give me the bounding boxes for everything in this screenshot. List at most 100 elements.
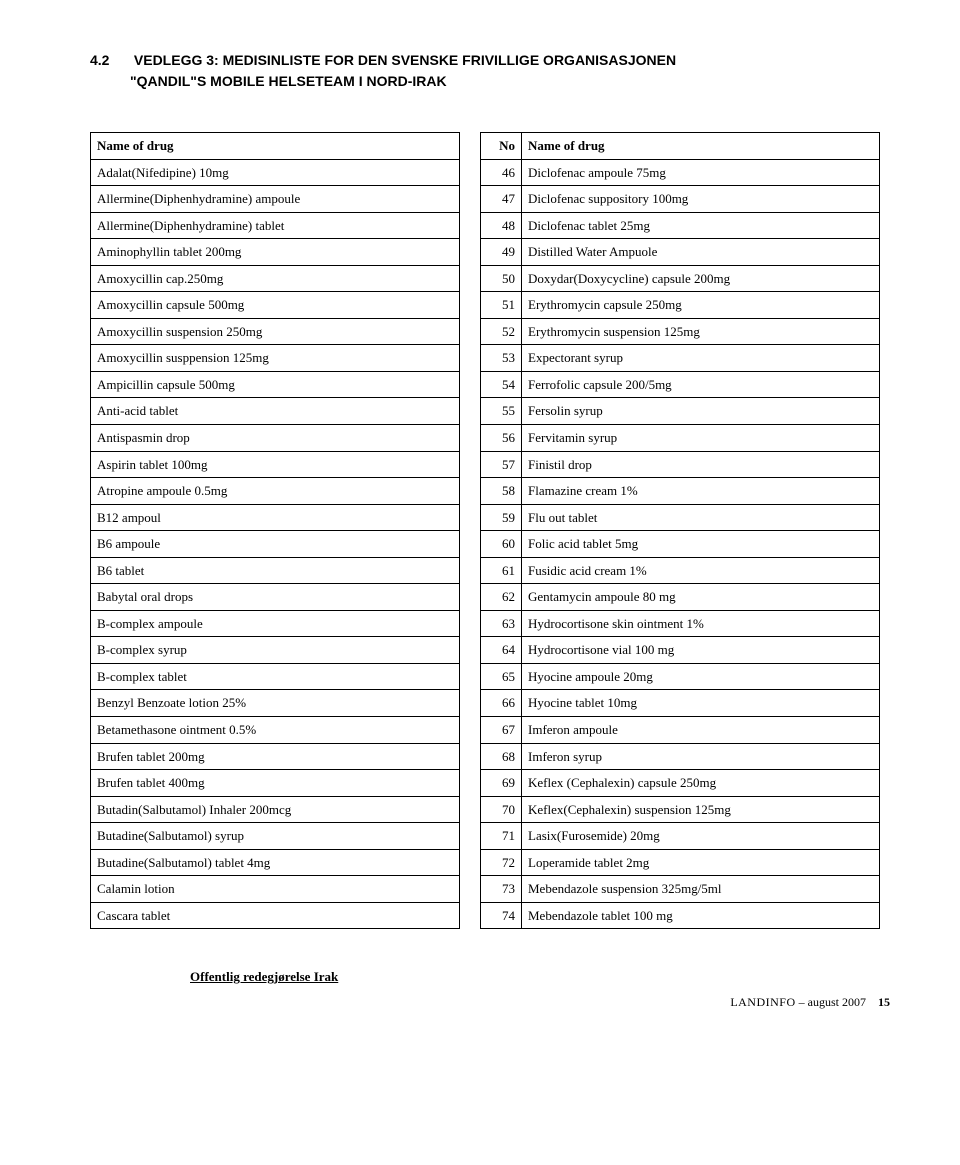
drug-name-cell: B6 ampoule xyxy=(91,531,460,558)
drug-no-cell: 56 xyxy=(481,425,522,452)
table-row: 70Keflex(Cephalexin) suspension 125mg xyxy=(481,796,880,823)
table-row: 57Finistil drop xyxy=(481,451,880,478)
page-footer: LANDINFO – august 2007 15 xyxy=(90,995,900,1010)
drug-name-cell: Amoxycillin susppension 125mg xyxy=(91,345,460,372)
drug-no-cell: 70 xyxy=(481,796,522,823)
table-row: Calamin lotion xyxy=(91,876,460,903)
drug-name-cell: Flamazine cream 1% xyxy=(522,478,880,505)
drug-no-cell: 49 xyxy=(481,239,522,266)
table-row: 47Diclofenac suppository 100mg xyxy=(481,186,880,213)
table-row: Atropine ampoule 0.5mg xyxy=(91,478,460,505)
drug-name-cell: Atropine ampoule 0.5mg xyxy=(91,478,460,505)
drug-name-cell: Benzyl Benzoate lotion 25% xyxy=(91,690,460,717)
drug-name-cell: B-complex ampoule xyxy=(91,610,460,637)
drug-no-cell: 69 xyxy=(481,770,522,797)
table-row: Butadin(Salbutamol) Inhaler 200mcg xyxy=(91,796,460,823)
drug-name-cell: Betamethasone ointment 0.5% xyxy=(91,717,460,744)
table-row: B-complex ampoule xyxy=(91,610,460,637)
drug-name-cell: Folic acid tablet 5mg xyxy=(522,531,880,558)
drug-name-cell: Amoxycillin suspension 250mg xyxy=(91,318,460,345)
drug-name-cell: Cascara tablet xyxy=(91,902,460,929)
drug-no-cell: 46 xyxy=(481,159,522,186)
section-title-line2: "QANDIL"S MOBILE HELSETEAM I NORD-IRAK xyxy=(90,71,900,92)
table-row: 46Diclofenac ampoule 75mg xyxy=(481,159,880,186)
drug-name-cell: Loperamide tablet 2mg xyxy=(522,849,880,876)
table-row: Allermine(Diphenhydramine) ampoule xyxy=(91,186,460,213)
drug-name-cell: Fersolin syrup xyxy=(522,398,880,425)
drug-no-cell: 65 xyxy=(481,663,522,690)
table-row: 56Fervitamin syrup xyxy=(481,425,880,452)
table-row: 54Ferrofolic capsule 200/5mg xyxy=(481,371,880,398)
drug-name-cell: Expectorant syrup xyxy=(522,345,880,372)
table-row: 51Erythromycin capsule 250mg xyxy=(481,292,880,319)
table-row: Allermine(Diphenhydramine) tablet xyxy=(91,212,460,239)
drug-name-cell: Hydrocortisone vial 100 mg xyxy=(522,637,880,664)
drug-no-cell: 74 xyxy=(481,902,522,929)
table-row: 72Loperamide tablet 2mg xyxy=(481,849,880,876)
table-header-row: No Name of drug xyxy=(481,133,880,160)
table-row: 67Imferon ampoule xyxy=(481,717,880,744)
drug-no-cell: 63 xyxy=(481,610,522,637)
drug-name-cell: Erythromycin suspension 125mg xyxy=(522,318,880,345)
drug-name-cell: Diclofenac tablet 25mg xyxy=(522,212,880,239)
drug-no-cell: 50 xyxy=(481,265,522,292)
drug-no-cell: 48 xyxy=(481,212,522,239)
table-row: 55Fersolin syrup xyxy=(481,398,880,425)
table-row: Amoxycillin cap.250mg xyxy=(91,265,460,292)
table-row: 63Hydrocortisone skin ointment 1% xyxy=(481,610,880,637)
table-row: Amoxycillin susppension 125mg xyxy=(91,345,460,372)
drug-name-cell: Ferrofolic capsule 200/5mg xyxy=(522,371,880,398)
table-row: 52Erythromycin suspension 125mg xyxy=(481,318,880,345)
drug-name-cell: Keflex (Cephalexin) capsule 250mg xyxy=(522,770,880,797)
drug-no-cell: 67 xyxy=(481,717,522,744)
table-row: Amoxycillin suspension 250mg xyxy=(91,318,460,345)
drug-name-cell: Butadine(Salbutamol) syrup xyxy=(91,823,460,850)
drug-name-cell: Fusidic acid cream 1% xyxy=(522,557,880,584)
table-row: Anti-acid tablet xyxy=(91,398,460,425)
drug-name-cell: Fervitamin syrup xyxy=(522,425,880,452)
table-row: 73Mebendazole suspension 325mg/5ml xyxy=(481,876,880,903)
drug-no-cell: 58 xyxy=(481,478,522,505)
drug-name-cell: B6 tablet xyxy=(91,557,460,584)
table-row: Butadine(Salbutamol) tablet 4mg xyxy=(91,849,460,876)
drug-no-cell: 54 xyxy=(481,371,522,398)
table-row: Aminophyllin tablet 200mg xyxy=(91,239,460,266)
table-row: 71Lasix(Furosemide) 20mg xyxy=(481,823,880,850)
table-row: Cascara tablet xyxy=(91,902,460,929)
footer-link: Offentlig redegjørelse Irak xyxy=(190,969,900,985)
right-header-name: Name of drug xyxy=(522,133,880,160)
footer-label: LANDINFO xyxy=(730,995,795,1009)
drug-name-cell: Diclofenac suppository 100mg xyxy=(522,186,880,213)
table-row: 65Hyocine ampoule 20mg xyxy=(481,663,880,690)
drug-no-cell: 72 xyxy=(481,849,522,876)
drug-name-cell: Amoxycillin capsule 500mg xyxy=(91,292,460,319)
section-heading: 4.2 VEDLEGG 3: MEDISINLISTE FOR DEN SVEN… xyxy=(90,50,900,92)
drug-name-cell: Aminophyllin tablet 200mg xyxy=(91,239,460,266)
drug-name-cell: Mebendazole suspension 325mg/5ml xyxy=(522,876,880,903)
right-header-no: No xyxy=(481,133,522,160)
page-number: 15 xyxy=(878,995,890,1009)
table-row: Benzyl Benzoate lotion 25% xyxy=(91,690,460,717)
drug-no-cell: 68 xyxy=(481,743,522,770)
drug-name-cell: Brufen tablet 400mg xyxy=(91,770,460,797)
table-row: 62Gentamycin ampoule 80 mg xyxy=(481,584,880,611)
table-row: Betamethasone ointment 0.5% xyxy=(91,717,460,744)
table-row: 48Diclofenac tablet 25mg xyxy=(481,212,880,239)
drug-no-cell: 52 xyxy=(481,318,522,345)
table-row: 68Imferon syrup xyxy=(481,743,880,770)
table-row: 64Hydrocortisone vial 100 mg xyxy=(481,637,880,664)
drug-name-cell: Lasix(Furosemide) 20mg xyxy=(522,823,880,850)
table-row: Brufen tablet 400mg xyxy=(91,770,460,797)
table-row: Antispasmin drop xyxy=(91,425,460,452)
right-table: No Name of drug 46Diclofenac ampoule 75m… xyxy=(480,132,880,929)
section-title-line1: VEDLEGG 3: MEDISINLISTE FOR DEN SVENSKE … xyxy=(134,52,676,68)
drug-name-cell: Butadin(Salbutamol) Inhaler 200mcg xyxy=(91,796,460,823)
drug-no-cell: 55 xyxy=(481,398,522,425)
drug-name-cell: Aspirin tablet 100mg xyxy=(91,451,460,478)
drug-name-cell: Mebendazole tablet 100 mg xyxy=(522,902,880,929)
drug-name-cell: Amoxycillin cap.250mg xyxy=(91,265,460,292)
drug-name-cell: Anti-acid tablet xyxy=(91,398,460,425)
drug-no-cell: 62 xyxy=(481,584,522,611)
drug-name-cell: Erythromycin capsule 250mg xyxy=(522,292,880,319)
drug-name-cell: Hyocine tablet 10mg xyxy=(522,690,880,717)
